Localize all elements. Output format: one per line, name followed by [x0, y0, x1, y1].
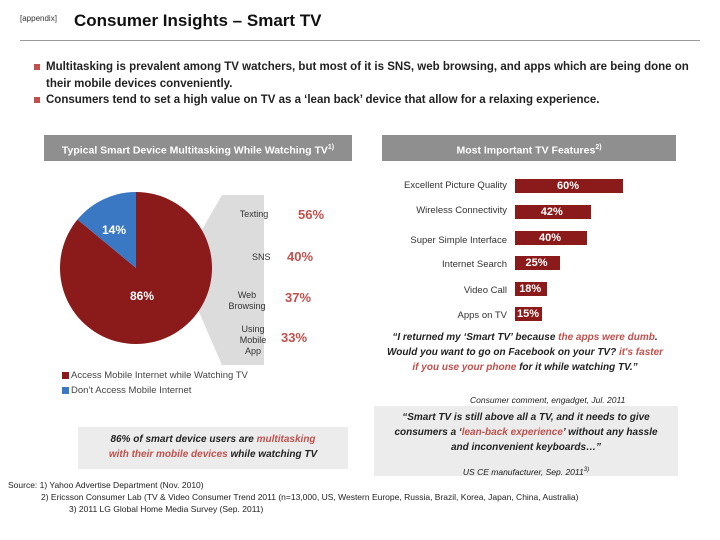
activity-pct-apps: 33% [281, 330, 308, 345]
legend-label-no-access: Don’t Access Mobile Internet [71, 385, 192, 396]
feature-label: Internet Search [442, 259, 507, 270]
legend-swatch-no-access [62, 386, 69, 394]
quote1-text-2: . Would you want to go on Facebook on yo… [386, 332, 658, 358]
source-line-1: Source: 1) Yahoo Advertise Department (N… [8, 480, 204, 490]
feature-label: Excellent Picture Quality [404, 180, 507, 191]
bullet-2: Consumers tend to set a high value on TV… [34, 92, 696, 109]
left-panel-header-sup: 1) [327, 144, 335, 151]
pie-label-86: 86% [130, 289, 155, 303]
pie-label-14: 14% [102, 223, 127, 237]
multitasking-pie-chart [59, 192, 264, 365]
bullet-1-text: Multitasking is prevalent among TV watch… [46, 61, 689, 90]
legend-swatch-access [62, 371, 69, 379]
legend-item-access: Access Mobile Internet while Watching TV [62, 370, 248, 381]
activity-label-texting: Texting [239, 209, 269, 219]
appendix-tag: [appendix] [20, 14, 57, 23]
quote1-attribution: Consumer comment, engadget, Jul. 2011 [470, 395, 626, 405]
feature-value-label: 25% [525, 257, 548, 269]
activity-pct-web: 37% [285, 290, 312, 305]
quote2-attribution-sup: 3) [583, 467, 590, 473]
quote2-attribution-text: US CE manufacturer, Sep. 2011 [462, 466, 584, 477]
quote1-highlight-1: the apps were dumb [558, 332, 655, 343]
callout-text-1: 86% of smart device users are [110, 434, 257, 445]
feature-bar [515, 282, 548, 296]
activity-label-sns: SNS [252, 252, 271, 262]
quote1-highlight-2: it's faster if you use your phone [412, 347, 664, 373]
legend-label-access: Access Mobile Internet while Watching TV [71, 370, 248, 381]
callout-text-2: while watching TV [227, 449, 318, 460]
quote2-attribution: US CE manufacturer, Sep. 20113) [386, 463, 666, 480]
quote2-text-1: “Smart TV is still above all a TV, and i… [394, 412, 650, 438]
activity-pct-texting: 56% [298, 207, 325, 222]
activity-label-web: Web Browsing [228, 290, 266, 311]
pie-slice-no-access [77, 192, 136, 268]
activity-label-apps: Using Mobile App [239, 324, 267, 356]
left-panel-header-text: Typical Smart Device Multitasking While … [61, 144, 328, 157]
right-panel-header-text: Most Important TV Features [456, 144, 596, 157]
left-panel-header: Typical Smart Device Multitasking While … [44, 135, 352, 161]
feature-value-label: 15% [517, 308, 540, 320]
quote2-text-2: ’ without any hassle and inconvenient ke… [450, 427, 658, 453]
feature-label: Video Call [463, 285, 507, 296]
right-panel-header-sup: 2) [595, 144, 602, 151]
callout-highlight-1: multitasking [256, 434, 316, 445]
bullet-1: Multitasking is prevalent among TV watch… [34, 59, 696, 93]
activity-pct-sns: 40% [287, 249, 314, 264]
feature-label: Wireless Connectivity [416, 205, 507, 216]
legend-item-no-access: Don’t Access Mobile Internet [62, 385, 191, 396]
manufacturer-quote: “Smart TV is still above all a TV, and i… [374, 406, 678, 477]
bullet-square-icon [34, 64, 40, 70]
quote2-highlight-1: lean-back experience [461, 427, 563, 438]
right-panel-header: Most Important TV Features2) [382, 135, 676, 161]
feature-label: Super Simple Interface [410, 235, 507, 246]
feature-value-label: 42% [540, 206, 563, 218]
feature-value-label: 18% [519, 283, 542, 295]
quote1-text-1: “I returned my ‘Smart TV’ because [392, 332, 559, 343]
feature-value-label: 40% [539, 232, 562, 244]
bullet-2-text: Consumers tend to set a high value on TV… [46, 94, 600, 106]
feature-value-label: 60% [557, 180, 580, 192]
callout-highlight-2: with their mobile devices [108, 449, 228, 460]
title-divider [20, 40, 700, 41]
source-line-3: 3) 2011 LG Global Home Media Survey (Sep… [69, 504, 264, 514]
feature-bar [515, 256, 560, 270]
page-title: Consumer Insights – Smart TV [74, 11, 322, 30]
feature-bar [515, 205, 591, 219]
quote1-text-3: for it while watching TV.” [516, 362, 638, 373]
feature-label: Apps on TV [457, 310, 507, 321]
bullet-square-icon [34, 97, 40, 103]
consumer-quote: “I returned my ‘Smart TV’ because the ap… [385, 330, 665, 375]
feature-bar [515, 307, 542, 321]
multitasking-callout: 86% of smart device users are multitaski… [78, 427, 348, 469]
feature-bar [515, 179, 623, 193]
source-line-2: 2) Ericsson Consumer Lab (TV & Video Con… [41, 492, 579, 502]
feature-bar [515, 231, 587, 245]
